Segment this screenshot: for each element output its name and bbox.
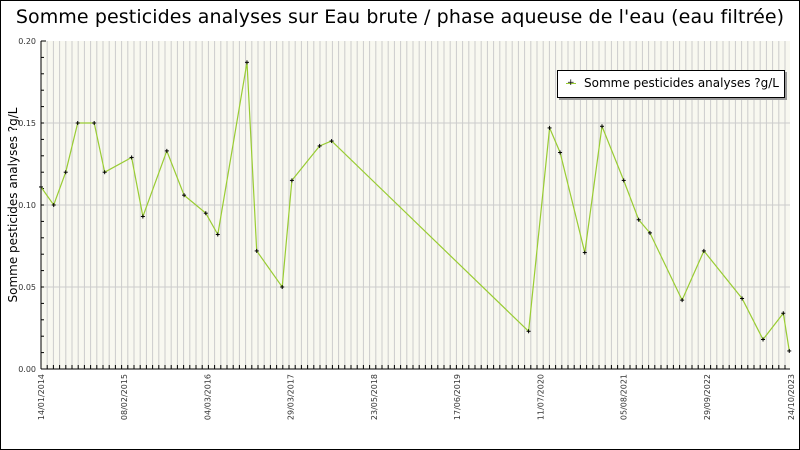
svg-text:0.10: 0.10 — [18, 201, 36, 210]
svg-text:0.05: 0.05 — [18, 283, 36, 292]
legend-label: Somme pesticides analyses ?g/L — [584, 76, 779, 90]
data-series — [39, 60, 792, 353]
svg-text:24/10/2023: 24/10/2023 — [787, 374, 796, 420]
svg-text:05/08/2021: 05/08/2021 — [620, 374, 629, 420]
svg-text:11/07/2020: 11/07/2020 — [536, 374, 545, 420]
svg-text:29/03/2017: 29/03/2017 — [287, 374, 296, 420]
plus-marker-icon: + — [567, 78, 575, 88]
svg-text:23/05/2018: 23/05/2018 — [370, 374, 379, 420]
svg-text:17/06/2019: 17/06/2019 — [453, 374, 462, 420]
svg-text:14/01/2014: 14/01/2014 — [37, 374, 46, 420]
horizontal-gridlines — [41, 122, 790, 288]
svg-text:29/09/2022: 29/09/2022 — [703, 374, 712, 420]
legend: + Somme pesticides analyses ?g/L — [557, 70, 785, 98]
legend-line-swatch — [566, 83, 576, 84]
svg-text:08/02/2015: 08/02/2015 — [120, 374, 129, 420]
svg-text:04/03/2016: 04/03/2016 — [203, 374, 212, 420]
chart-title: Somme pesticides analyses sur Eau brute … — [15, 6, 785, 28]
y-axis-ticks: 0.00 0.05 0.10 0.15 0.20 — [18, 37, 44, 374]
y-axis-label: Somme pesticides analyses ?g/L — [6, 107, 20, 302]
svg-text:0.00: 0.00 — [18, 365, 36, 374]
svg-text:0.20: 0.20 — [18, 37, 36, 46]
x-axis-ticks: 14/01/2014 08/02/2015 04/03/2016 29/03/2017… — [37, 365, 796, 420]
svg-text:0.15: 0.15 — [18, 119, 36, 128]
